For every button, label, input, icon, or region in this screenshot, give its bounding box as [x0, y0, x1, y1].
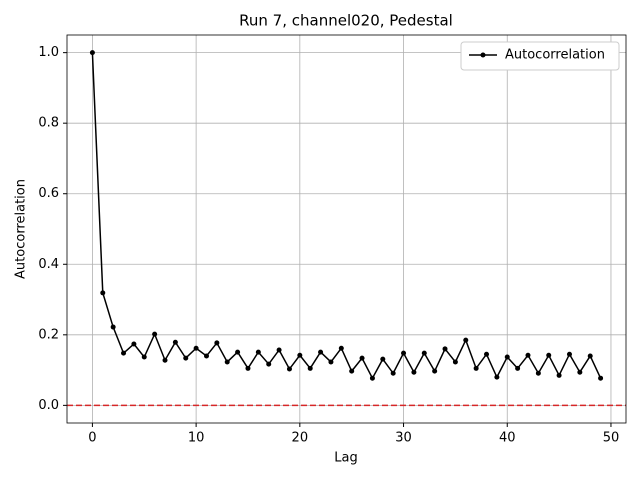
data-point [349, 368, 355, 374]
data-point [318, 349, 324, 355]
data-point [359, 355, 365, 361]
legend-label: Autocorrelation [505, 48, 605, 63]
data-point [328, 359, 334, 365]
x-tick-label: 40 [499, 431, 516, 446]
data-point [535, 370, 541, 376]
data-point [235, 349, 241, 355]
data-point [162, 357, 168, 363]
data-point [463, 337, 469, 343]
data-point [121, 350, 127, 356]
data-point [566, 351, 572, 357]
legend-box [460, 41, 620, 71]
data-point [452, 359, 458, 365]
data-point [380, 356, 386, 362]
data-point [369, 375, 375, 381]
chart-title: Run 7, channel020, Pedestal [239, 12, 453, 30]
data-point [484, 351, 490, 357]
data-point [577, 369, 583, 375]
data-point [276, 347, 282, 353]
data-point [494, 374, 500, 380]
data-point [193, 345, 199, 351]
data-point [546, 352, 552, 358]
data-point [338, 345, 344, 351]
data-point [183, 355, 189, 361]
data-point [307, 365, 313, 371]
data-line [91, 52, 602, 380]
x-axis-label: Lag [334, 451, 357, 466]
data-point [390, 370, 396, 376]
data-point [131, 341, 137, 347]
x-tick-label: 10 [188, 431, 205, 446]
y-tick-label: 0.8 [38, 116, 59, 131]
legend-marker [480, 52, 486, 58]
data-point [297, 352, 303, 358]
data-point [255, 349, 261, 355]
data-point [473, 365, 479, 371]
x-tick-label: 30 [395, 431, 412, 446]
data-point [286, 366, 292, 372]
data-point [110, 324, 116, 330]
data-point [401, 350, 407, 356]
data-point [421, 350, 427, 356]
data-point [152, 331, 158, 337]
plot-frame [66, 34, 627, 424]
data-point [245, 365, 251, 371]
data-point [100, 290, 106, 296]
y-tick-label: 0.2 [38, 327, 59, 342]
y-tick-label: 1.0 [38, 45, 59, 60]
data-point [172, 339, 178, 345]
data-point [442, 346, 448, 352]
y-tick-label: 0.0 [38, 398, 59, 413]
data-point [411, 369, 417, 375]
data-point [89, 50, 95, 56]
data-point [203, 353, 209, 359]
y-tick-label: 0.4 [38, 257, 59, 272]
data-point [224, 359, 230, 365]
y-axis-label: Autocorrelation [14, 179, 29, 279]
x-tick-label: 0 [88, 431, 96, 446]
x-tick-label: 20 [292, 431, 309, 446]
y-tick-label: 0.6 [38, 186, 59, 201]
data-point [515, 365, 521, 371]
data-point [504, 354, 510, 360]
data-point [587, 353, 593, 359]
x-tick-label: 50 [603, 431, 620, 446]
data-point [432, 368, 438, 374]
data-point [214, 340, 220, 346]
data-point [598, 375, 604, 381]
data-point [525, 352, 531, 358]
data-point [141, 354, 147, 360]
data-point [266, 361, 272, 367]
data-point [556, 372, 562, 378]
